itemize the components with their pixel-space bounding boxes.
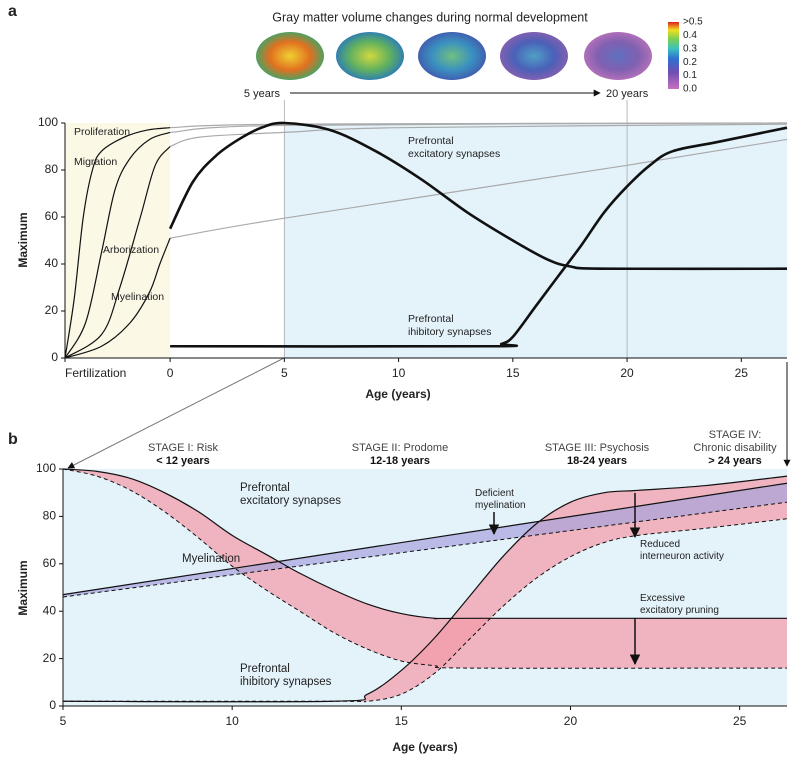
x-tick-label: 15 <box>395 714 409 728</box>
y-tick-label: 60 <box>45 209 59 223</box>
y-tick-label: 0 <box>49 698 56 712</box>
x-tick-label: 5 <box>60 714 67 728</box>
y-axis-label: Maximum <box>16 212 30 267</box>
series-line <box>169 123 788 148</box>
difference-band <box>63 476 787 702</box>
annotation: Excessive excitatory pruning <box>640 593 719 616</box>
y-tick-label: 20 <box>45 303 59 317</box>
x-axis-label: Age (years) <box>392 740 457 754</box>
stage-name: STAGE II: Prodome <box>351 442 449 454</box>
x-tick-label: 5 <box>281 366 288 380</box>
series-line <box>62 501 788 598</box>
series-line <box>64 237 171 359</box>
y-tick-label: 20 <box>43 651 57 665</box>
y-tick-label: 60 <box>43 556 57 570</box>
y-tick-label: 40 <box>45 256 59 270</box>
series-label: Prefrontal ihibitory synapses <box>240 663 332 688</box>
series-line <box>62 468 788 669</box>
inset-end-label: 20 years <box>606 88 649 100</box>
colorbar-tick-label: 0.1 <box>683 70 697 81</box>
brain-map <box>336 32 404 80</box>
x-tick-label: 25 <box>735 366 749 380</box>
y-tick-label: 40 <box>43 603 57 617</box>
series-line <box>64 146 171 359</box>
colorbar-tick-label: 0.3 <box>683 43 697 54</box>
stage-name: STAGE I: Risk <box>147 442 219 454</box>
series-line <box>62 482 788 596</box>
stage-range: > 24 years <box>708 455 762 467</box>
series-line <box>169 138 788 239</box>
stage-header: STAGE II: Prodome 12-18 years <box>352 442 448 468</box>
x-tick-label: 25 <box>733 714 747 728</box>
stage-header: STAGE I: Risk < 12 years <box>148 442 218 468</box>
series-line <box>62 468 787 620</box>
colorbar <box>668 22 679 89</box>
y-axis-label: Maximum <box>16 560 30 615</box>
y-tick-label: 100 <box>38 115 58 129</box>
brain-map <box>584 32 652 80</box>
x-tick-label: 20 <box>620 366 634 380</box>
series-label: Prefrontal ihibitory synapses <box>408 313 492 338</box>
y-tick-label: 100 <box>36 461 56 475</box>
stage-name: STAGE IV: Chronic disability <box>693 429 777 454</box>
x-tick-label: 20 <box>564 714 578 728</box>
series-label: Prefrontal excitatory synapses <box>408 135 501 160</box>
series-line <box>64 131 171 359</box>
connector <box>67 357 285 469</box>
stage-name: STAGE III: Psychosis <box>544 442 650 454</box>
stage-range: < 12 years <box>156 455 210 467</box>
annotation: Reduced interneuron activity <box>640 539 724 562</box>
inset-title: Gray matter volume changes during normal… <box>272 10 588 24</box>
colorbar-tick-label: 0.2 <box>683 57 697 68</box>
brain-maps <box>256 32 652 80</box>
series-label: Proliferation <box>74 126 131 138</box>
y-tick-label: 80 <box>45 162 59 176</box>
y-tick-label: 0 <box>51 350 58 364</box>
annotation: Deficient myelination <box>475 488 526 511</box>
x-tick-label: 10 <box>392 366 406 380</box>
panel-label: b <box>8 431 18 448</box>
shaded-region <box>65 123 171 358</box>
inset-start-label: 5 years <box>244 88 281 100</box>
series-label: Myelination <box>111 291 165 303</box>
stage-header: STAGE IV: Chronic disability > 24 years <box>693 429 776 468</box>
y-tick-label: 80 <box>43 509 57 523</box>
brain-map <box>256 32 324 80</box>
series-line <box>62 475 788 703</box>
series-label: Prefrontal excitatory synapses <box>240 482 341 507</box>
brain-map <box>500 32 568 80</box>
stage-range: 18-24 years <box>567 455 627 467</box>
stage-header: STAGE III: Psychosis 18-24 years <box>545 442 649 468</box>
colorbar-tick-label: 0.0 <box>683 84 697 95</box>
series-label: Myelination <box>182 553 241 565</box>
brain-map <box>418 32 486 80</box>
series-label: Arborization <box>103 244 160 256</box>
shaded-region <box>284 123 787 358</box>
series-line <box>64 127 171 359</box>
colorbar-tick-label: 0.4 <box>683 30 697 41</box>
series-line <box>170 122 788 133</box>
series-label: Migration <box>74 156 118 168</box>
series-line <box>170 126 788 348</box>
stage-range: 12-18 years <box>370 455 430 467</box>
x-tick-label: Fertilization <box>65 366 126 380</box>
series-line <box>168 121 788 271</box>
panel-label: a <box>8 3 17 20</box>
x-tick-label: 0 <box>167 366 174 380</box>
x-tick-label: 10 <box>225 714 239 728</box>
colorbar-tick-label: >0.5 <box>683 17 703 28</box>
x-tick-label: 15 <box>506 366 520 380</box>
x-axis-label: Age (years) <box>365 387 430 401</box>
